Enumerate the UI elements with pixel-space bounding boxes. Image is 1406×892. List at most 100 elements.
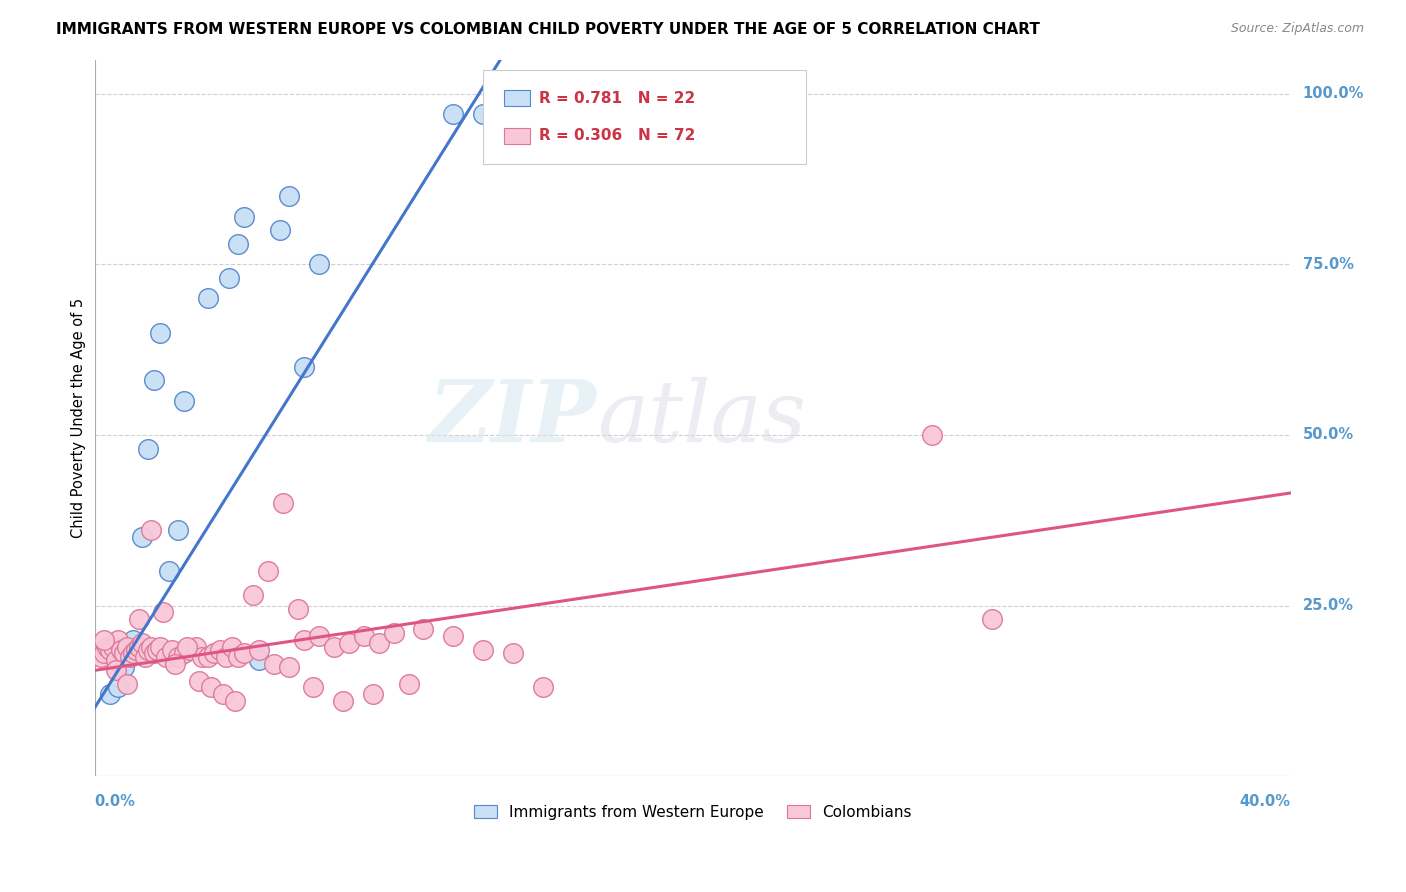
Point: [149, 326, 172, 340]
Point: [218, 271, 240, 285]
Point: [96, 640, 118, 654]
Point: [90, 649, 112, 664]
Point: [107, 681, 129, 695]
FancyBboxPatch shape: [503, 128, 530, 144]
Point: [93, 632, 115, 647]
Point: [531, 681, 554, 695]
Point: [382, 625, 405, 640]
Point: [93, 646, 115, 660]
Text: Source: ZipAtlas.com: Source: ZipAtlas.com: [1230, 22, 1364, 36]
Point: [167, 649, 190, 664]
Point: [302, 681, 325, 695]
Point: [179, 643, 201, 657]
Point: [221, 640, 243, 654]
Point: [980, 612, 1002, 626]
Point: [226, 236, 249, 251]
Point: [242, 588, 264, 602]
Point: [226, 649, 249, 664]
Point: [149, 640, 172, 654]
Point: [472, 107, 495, 121]
FancyBboxPatch shape: [503, 90, 530, 106]
Point: [215, 649, 238, 664]
Point: [367, 636, 389, 650]
Point: [101, 640, 124, 654]
Point: [104, 664, 127, 678]
FancyBboxPatch shape: [484, 70, 806, 163]
Point: [209, 643, 232, 657]
Text: 25.0%: 25.0%: [1302, 598, 1354, 613]
Point: [257, 565, 280, 579]
Point: [292, 359, 315, 374]
Point: [141, 640, 163, 654]
Point: [472, 643, 495, 657]
Point: [110, 643, 132, 657]
Point: [361, 687, 384, 701]
Point: [167, 524, 190, 538]
Point: [143, 646, 166, 660]
Point: [131, 636, 153, 650]
Point: [412, 623, 434, 637]
Text: 100.0%: 100.0%: [1302, 87, 1364, 101]
Point: [441, 107, 464, 121]
Point: [162, 643, 184, 657]
Point: [98, 687, 121, 701]
Point: [332, 694, 354, 708]
Point: [269, 223, 291, 237]
Text: 75.0%: 75.0%: [1302, 257, 1354, 272]
Point: [224, 694, 246, 708]
Point: [165, 657, 187, 671]
Point: [308, 257, 330, 271]
Point: [233, 646, 256, 660]
Point: [128, 612, 150, 626]
Legend: Immigrants from Western Europe, Colombians: Immigrants from Western Europe, Colombia…: [468, 798, 918, 826]
Point: [107, 632, 129, 647]
Text: IMMIGRANTS FROM WESTERN EUROPE VS COLOMBIAN CHILD POVERTY UNDER THE AGE OF 5 COR: IMMIGRANTS FROM WESTERN EUROPE VS COLOMB…: [56, 22, 1040, 37]
Point: [322, 640, 344, 654]
Point: [197, 292, 219, 306]
Point: [157, 565, 180, 579]
Point: [188, 673, 211, 688]
Point: [263, 657, 285, 671]
Point: [441, 629, 464, 643]
Point: [114, 646, 136, 660]
Point: [120, 649, 142, 664]
Point: [287, 602, 309, 616]
Point: [128, 640, 150, 654]
Point: [233, 210, 256, 224]
Point: [292, 632, 315, 647]
Point: [271, 496, 294, 510]
Point: [143, 373, 166, 387]
Point: [146, 643, 169, 657]
Text: R = 0.306   N = 72: R = 0.306 N = 72: [540, 128, 696, 144]
Point: [308, 629, 330, 643]
Point: [212, 687, 235, 701]
Point: [98, 643, 121, 657]
Point: [202, 646, 225, 660]
Point: [197, 649, 219, 664]
Point: [921, 428, 943, 442]
Point: [337, 636, 360, 650]
Point: [141, 524, 163, 538]
Point: [131, 530, 153, 544]
Text: 40.0%: 40.0%: [1240, 794, 1291, 809]
Point: [122, 646, 145, 660]
Text: atlas: atlas: [598, 376, 806, 459]
Point: [502, 646, 524, 660]
Point: [114, 660, 136, 674]
Point: [117, 677, 139, 691]
Point: [277, 189, 299, 203]
Point: [134, 649, 156, 664]
Point: [125, 643, 148, 657]
Text: R = 0.781   N = 22: R = 0.781 N = 22: [540, 90, 696, 105]
Point: [155, 649, 177, 664]
Point: [173, 393, 195, 408]
Point: [247, 643, 270, 657]
Point: [104, 653, 127, 667]
Point: [277, 660, 299, 674]
Text: 50.0%: 50.0%: [1302, 427, 1354, 442]
Point: [200, 681, 222, 695]
Point: [138, 442, 160, 456]
Point: [176, 640, 198, 654]
Point: [117, 640, 139, 654]
Text: 0.0%: 0.0%: [94, 794, 135, 809]
